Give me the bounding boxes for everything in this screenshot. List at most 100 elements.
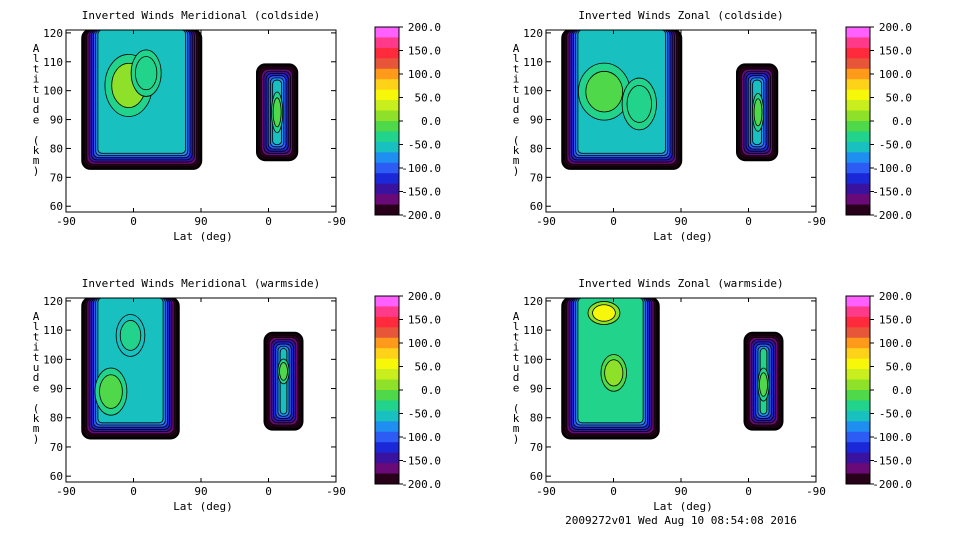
y-tick-label: 110 [43,324,63,337]
x-axis-label: Lat (deg) [653,230,713,243]
svg-text:m: m [33,154,40,167]
colorbar-swatch [846,173,870,185]
chart-panel: Inverted Winds Zonal (warmside) -90 0 90 0 -9… [513,277,912,513]
x-axis-label: Lat (deg) [173,500,233,513]
colorbar-tick-label: -100.0 [872,431,912,444]
colorbar-swatch [375,463,399,475]
colorbar-swatch [375,27,399,38]
y-tick-label: 60 [530,470,543,483]
colorbar-swatch [375,473,399,485]
colorbar-tick-label: 100.0 [879,337,912,350]
colorbar-swatch [375,141,399,153]
contour-area [81,30,299,170]
y-tick-label: 60 [530,200,543,213]
x-tick-label: 0 [745,485,752,498]
chart-title: Inverted Winds Zonal (warmside) [578,277,783,290]
svg-text:A: A [33,310,40,323]
colorbar-swatch [375,194,399,206]
colorbar-swatch [846,58,870,70]
colorbar-swatch [846,442,870,454]
colorbar: 200.0 150.0 100.0 50.0 0.0 -50.0 -100.0 -150.0 -… [845,290,912,491]
colorbar-swatch [846,100,870,112]
colorbar-tick-label: 0.0 [421,384,441,397]
colorbar-tick-label: -200.0 [401,209,441,222]
x-tick-label: 90 [194,215,207,228]
colorbar-swatch [846,306,870,318]
colorbar-swatch [846,421,870,433]
colorbar-tick-label: 150.0 [879,314,912,327]
colorbar-swatch [375,110,399,122]
colorbar-swatch [846,131,870,143]
chart-title: Inverted Winds Zonal (coldside) [578,9,783,22]
svg-text:d: d [513,371,520,384]
y-tick-label: 120 [43,27,63,40]
svg-text:i: i [33,341,40,354]
colorbar-swatch [846,296,870,307]
y-tick-label: 120 [523,27,543,40]
colorbar-swatch [846,110,870,122]
colorbar-swatch [846,121,870,132]
svg-text:(: ( [513,402,520,415]
y-tick-label: 100 [523,353,543,366]
colorbar-swatch [846,27,870,38]
colorbar-tick-label: -150.0 [401,186,441,199]
contour-area [81,298,304,440]
svg-text:A: A [513,310,520,323]
colorbar-tick-label: 200.0 [879,21,912,34]
svg-text:t: t [33,83,40,96]
contour-level [626,85,652,123]
svg-text:u: u [513,93,520,106]
svg-text:d: d [33,371,40,384]
svg-text:d: d [33,103,40,116]
colorbar-swatch [375,442,399,454]
svg-text:l: l [513,52,520,65]
colorbar-swatch [375,204,399,216]
colorbar-swatch [375,173,399,185]
svg-text:t: t [513,330,520,343]
colorbar-swatch [846,337,870,349]
colorbar-tick-label: -150.0 [872,455,912,468]
colorbar-swatch [375,327,399,339]
x-tick-label: -90 [536,485,556,498]
y-tick-label: 60 [50,200,63,213]
colorbar-tick-label: -200.0 [872,209,912,222]
svg-text:A: A [513,42,520,55]
colorbar-tick-label: 200.0 [408,290,441,303]
colorbar-swatch [846,141,870,153]
colorbar-swatch [846,473,870,485]
contour-level [753,98,763,127]
colorbar-tick-label: -100.0 [872,162,912,175]
x-tick-label: -90 [806,215,826,228]
colorbar-swatch [375,162,399,174]
colorbar-tick-label: 100.0 [879,68,912,81]
x-tick-label: 0 [265,215,272,228]
colorbar-swatch [846,194,870,206]
x-tick-label: 0 [745,215,752,228]
colorbar-tick-label: -50.0 [879,139,912,152]
colorbar-tick-label: -200.0 [872,478,912,491]
y-tick-label: 100 [43,85,63,98]
svg-text:l: l [33,320,40,333]
y-tick-label: 70 [50,171,63,184]
x-tick-label: 0 [610,215,617,228]
colorbar-swatch [375,400,399,412]
x-tick-label: 90 [674,485,687,498]
colorbar-swatch [375,58,399,70]
colorbar-tick-label: 50.0 [886,92,913,105]
svg-text:): ) [513,164,520,177]
x-tick-label: 0 [130,485,137,498]
contour-level [759,372,768,397]
panels: Inverted Winds Meridional (coldside) -90 0… [33,9,912,513]
svg-text:A: A [33,42,40,55]
x-tick-label: -90 [806,485,826,498]
colorbar-tick-label: 0.0 [892,115,912,128]
colorbar-tick-label: 50.0 [415,92,442,105]
colorbar-swatch [375,348,399,360]
colorbar-swatch [846,452,870,464]
contour-level [592,304,616,322]
svg-text:m: m [513,422,520,435]
